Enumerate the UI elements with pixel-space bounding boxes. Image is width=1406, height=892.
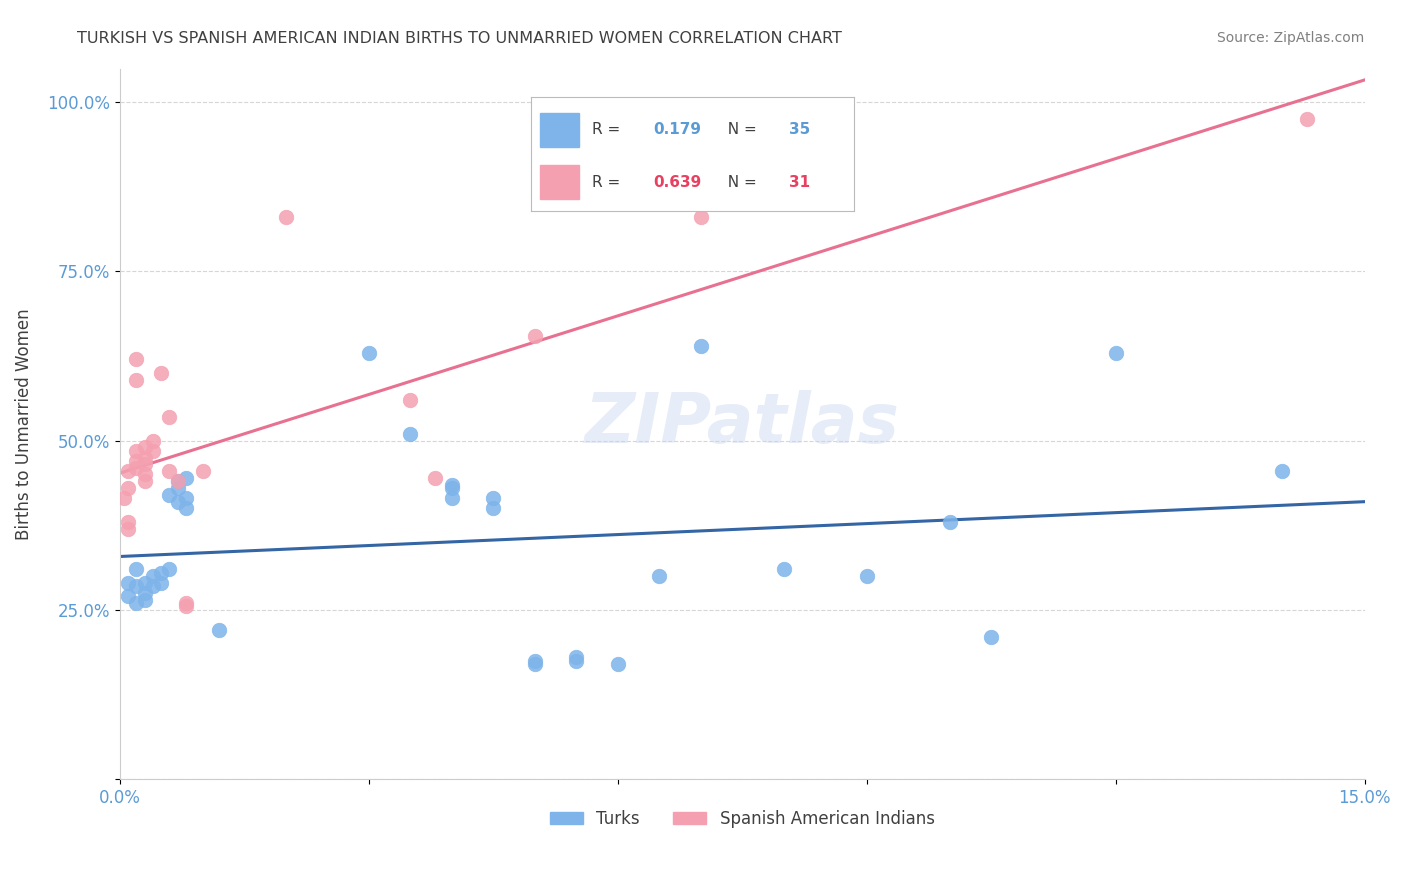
Point [125, 596, 148, 610]
Point [157, 562, 180, 576]
Point [134, 592, 156, 607]
Point [150, 566, 173, 580]
Text: Source: ZipAtlas.com: Source: ZipAtlas.com [1216, 31, 1364, 45]
Point [166, 481, 188, 495]
Point [1271, 464, 1294, 478]
Point [689, 339, 711, 353]
Point [142, 579, 165, 593]
Point [1295, 112, 1317, 127]
Point [117, 481, 139, 495]
Point [150, 575, 173, 590]
Point [166, 494, 188, 508]
Point [523, 653, 546, 667]
Legend: Turks, Spanish American Indians: Turks, Spanish American Indians [543, 803, 942, 835]
Point [689, 211, 711, 225]
Point [134, 474, 156, 488]
Point [523, 328, 546, 343]
Point [166, 474, 188, 488]
Point [134, 450, 156, 465]
Point [440, 491, 463, 505]
Point [134, 467, 156, 482]
Point [174, 501, 197, 516]
Point [523, 657, 546, 671]
Point [191, 464, 214, 478]
Point [117, 589, 139, 603]
Y-axis label: Births to Unmarried Women: Births to Unmarried Women [15, 308, 32, 540]
Point [482, 501, 505, 516]
Point [980, 630, 1002, 644]
Point [125, 562, 148, 576]
Point [1105, 345, 1128, 359]
Point [440, 477, 463, 491]
Point [112, 491, 135, 505]
Point [117, 464, 139, 478]
Point [648, 569, 671, 583]
Point [157, 464, 180, 478]
Point [166, 474, 188, 488]
Point [274, 211, 297, 225]
Point [142, 569, 165, 583]
Point [423, 471, 446, 485]
Text: ZIPatlas: ZIPatlas [585, 390, 900, 458]
Point [565, 653, 588, 667]
Point [134, 575, 156, 590]
Point [117, 515, 139, 529]
Point [150, 366, 173, 380]
Point [938, 515, 960, 529]
Point [125, 443, 148, 458]
Point [399, 392, 422, 407]
Point [142, 434, 165, 448]
Point [174, 471, 197, 485]
Point [134, 586, 156, 600]
Point [399, 426, 422, 441]
Point [174, 599, 197, 614]
Point [482, 491, 505, 505]
Point [125, 373, 148, 387]
Point [134, 458, 156, 472]
Point [125, 579, 148, 593]
Point [772, 562, 794, 576]
Point [125, 352, 148, 367]
Point [208, 623, 231, 637]
Point [357, 345, 380, 359]
Point [117, 575, 139, 590]
Point [125, 460, 148, 475]
Point [440, 481, 463, 495]
Point [855, 569, 877, 583]
Point [125, 454, 148, 468]
Point [134, 441, 156, 455]
Point [565, 650, 588, 665]
Point [606, 657, 628, 671]
Point [157, 488, 180, 502]
Point [117, 522, 139, 536]
Point [174, 596, 197, 610]
Text: TURKISH VS SPANISH AMERICAN INDIAN BIRTHS TO UNMARRIED WOMEN CORRELATION CHART: TURKISH VS SPANISH AMERICAN INDIAN BIRTH… [77, 31, 842, 46]
Point [142, 443, 165, 458]
Point [157, 409, 180, 424]
Point [174, 491, 197, 505]
